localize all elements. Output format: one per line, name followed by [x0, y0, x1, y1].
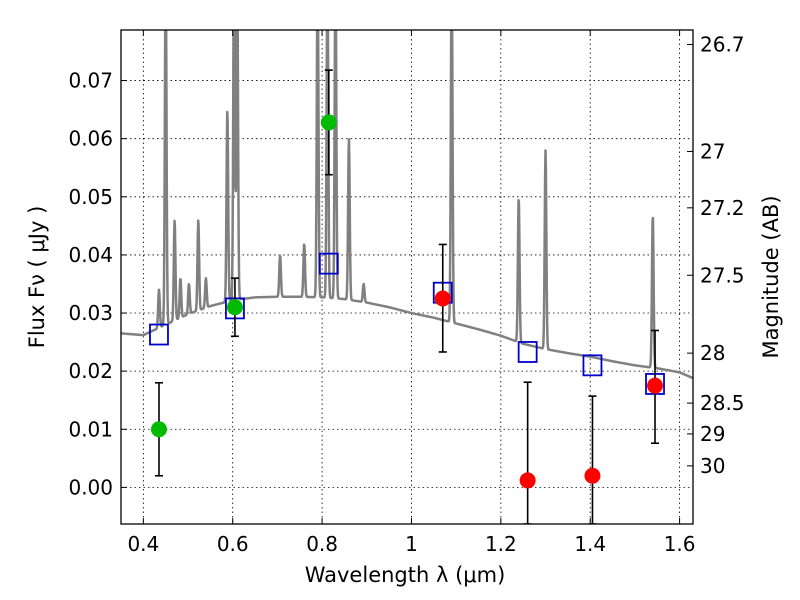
observed-flux-point: [647, 377, 664, 394]
mag-tick-label: 26.7: [700, 33, 745, 57]
observed-flux-point: [584, 467, 601, 484]
x-tick-label: 1.6: [664, 532, 696, 556]
plot-area: [121, 30, 693, 524]
sed-model-line: [121, 30, 693, 380]
y-tick-label: 0.01: [68, 417, 113, 441]
observed-flux-point: [320, 114, 337, 131]
data-markers: [149, 69, 665, 524]
plot-frame: [120, 29, 694, 525]
grid-lines: [121, 30, 693, 524]
mag-tick-label: 28.5: [700, 391, 745, 415]
x-tick-label: 0.4: [127, 532, 159, 556]
mag-tick-label: 30: [700, 454, 725, 478]
model-photometry-square: [582, 354, 603, 377]
observed-flux-point: [434, 290, 451, 307]
y-tick-label: 0.03: [68, 301, 113, 325]
y-axis-title: Flux Fν ( μJy ): [25, 206, 49, 349]
mag-tick-label: 27.2: [700, 196, 745, 220]
model-photometry-square: [149, 323, 169, 346]
x-tick-label: 1.2: [485, 532, 517, 556]
mag-tick-label: 27.5: [700, 263, 745, 287]
mag-tick-label: 29: [700, 422, 725, 446]
mag-tick-label: 28: [700, 341, 725, 365]
y-tick-label: 0.05: [68, 185, 113, 209]
observed-flux-point: [226, 299, 243, 316]
x-axis-title: Wavelength λ (μm): [305, 563, 506, 587]
y-tick-label: 0.02: [68, 359, 113, 383]
observed-flux-point: [519, 472, 536, 489]
y-tick-label: 0.04: [68, 243, 113, 267]
y-tick-label: 0.07: [68, 69, 113, 93]
x-tick-label: 1.4: [574, 532, 606, 556]
model-photometry-square: [517, 341, 538, 363]
plot-background: [121, 30, 693, 524]
model-photometry-square: [318, 252, 339, 275]
y-tick-label: 0.00: [68, 475, 113, 499]
axis-ticks: 0.4 0.6 0.8 1 1.2 1.4 1.6 0.00 0.01 0.02 0.03 0.04 0…: [68, 30, 745, 556]
x-tick-label: 0.8: [306, 532, 338, 556]
x-tick-label: 0.6: [217, 532, 249, 556]
mag-tick-label: 27: [700, 139, 725, 163]
y-tick-label: 0.06: [68, 127, 113, 151]
observed-flux-point: [150, 421, 167, 438]
right-axis-title: Magnitude (AB): [759, 195, 783, 358]
x-tick-label: 1: [405, 532, 418, 556]
